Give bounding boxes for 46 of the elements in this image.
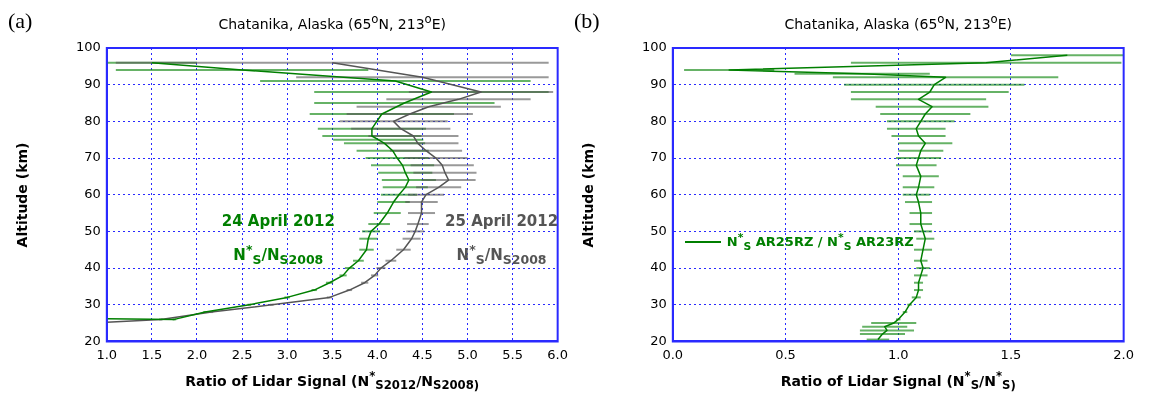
x-tick-label: 2.5	[231, 346, 253, 362]
y-tick-label: 30	[650, 296, 667, 312]
x-tick-label: 1.5	[141, 346, 163, 362]
x-tick-label: 1.0	[887, 346, 909, 362]
text: 24 April 2012	[221, 211, 335, 230]
y-tick-label: 90	[650, 76, 667, 92]
y-axis-title: Altitude (km)	[14, 142, 30, 248]
chart-title: Chatanika, Alaska (65$^{o}$N, 213$^{o}$E)	[217, 12, 448, 32]
x-tick-label: 1.0	[96, 346, 118, 362]
x-tick-label: 3.0	[276, 346, 298, 362]
y-tick-label: 100	[641, 39, 667, 55]
series-label: 25 April 2012	[445, 211, 559, 230]
y-tick-label: 70	[650, 149, 667, 165]
x-tick-label: 4.5	[412, 346, 433, 362]
x-tick-label: 5.5	[502, 346, 523, 362]
x-axis-title: Ratio of Lidar Signal (N$^{*}$$_{S2012}$/N$_{S2008)}$	[184, 369, 481, 393]
y-tick-label: 50	[650, 222, 667, 238]
x-tick-label: 4.0	[366, 346, 388, 362]
text: (b)	[574, 8, 600, 34]
annotation: N$^{*}$$_{S}$/N$_{S2008}$	[455, 241, 548, 267]
x-tick-label: 2.0	[186, 346, 208, 362]
y-tick-label: 20	[84, 332, 101, 348]
x-tick-label: 0.5	[775, 346, 796, 362]
y-tick-label: 80	[84, 112, 101, 128]
y-tick-label: 80	[650, 112, 667, 128]
y-tick-label: 50	[84, 222, 101, 238]
x-tick-label: 0.0	[662, 346, 684, 362]
y-axis-title: Altitude (km)	[580, 142, 596, 248]
y-tick-label: 40	[650, 259, 667, 275]
x-tick-label: 5.0	[457, 346, 478, 362]
text: (a)	[8, 8, 33, 34]
x-tick-label: 1.5	[1000, 346, 1022, 362]
y-tick-label: 60	[650, 186, 667, 202]
annotation: N$^{*}$$_{S}$/N$_{S2008}$	[232, 241, 325, 267]
y-tick-label: 40	[84, 259, 101, 275]
y-tick-label: 60	[84, 186, 101, 202]
x-tick-label: 3.5	[321, 346, 343, 362]
y-tick-label: 100	[75, 39, 101, 55]
y-tick-label: 90	[84, 76, 101, 92]
legend-label: N$^{*}$$_{S}$ AR25RZ / N$^{*}$$_{S}$ AR23RZ	[726, 231, 914, 254]
y-tick-label: 30	[84, 296, 101, 312]
chart-title: Chatanika, Alaska (65$^{o}$N, 213$^{o}$E)	[783, 12, 1014, 32]
x-tick-label: 6.0	[547, 346, 569, 362]
y-tick-label: 70	[84, 149, 101, 165]
y-tick-label: 20	[650, 332, 667, 348]
x-tick-label: 2.0	[1113, 346, 1135, 362]
